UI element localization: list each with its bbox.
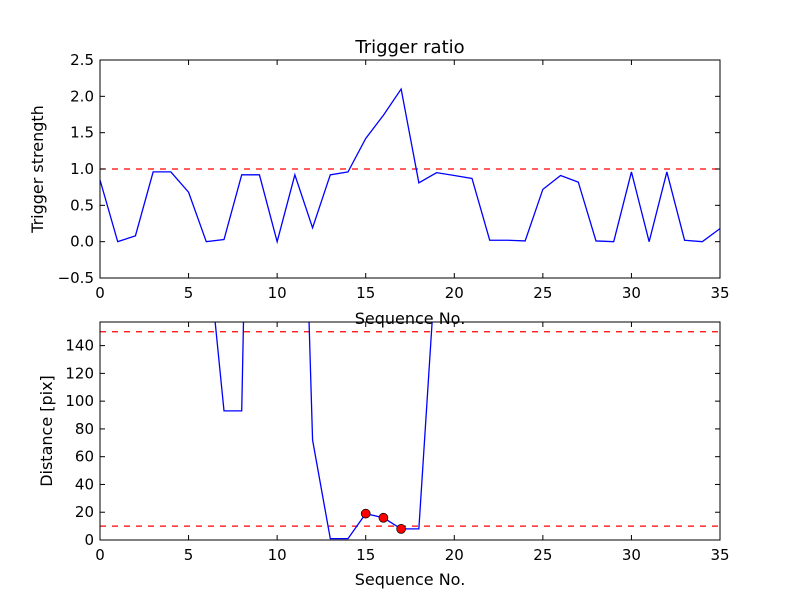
y-tick-label: 2.5 [70, 51, 94, 69]
axes-frame-1 [99, 321, 721, 541]
y-tick-label: 0.5 [70, 196, 94, 214]
series-line-trigger [100, 87, 720, 245]
chart-title: Trigger ratio [354, 37, 464, 58]
y-tick-label: 80 [75, 420, 94, 438]
y-tick-label: −0.5 [58, 269, 94, 287]
x-tick-label: 20 [445, 284, 464, 302]
plot-area-1 [100, 322, 720, 540]
x-tick-label: 5 [184, 284, 194, 302]
data-point-marker [378, 512, 389, 523]
y-tick-label: 0.0 [70, 233, 94, 251]
x-tick-label: 15 [356, 546, 375, 564]
x-tick-label: 5 [184, 546, 194, 564]
bottom-xlabel: Sequence No. [355, 570, 466, 589]
x-tick-label: 15 [356, 284, 375, 302]
x-tick-label: 35 [710, 546, 729, 564]
y-tick-label: 40 [75, 475, 94, 493]
x-tick-label: 35 [710, 284, 729, 302]
top-ylabel: Trigger strength [28, 105, 47, 234]
series-line-distance [214, 322, 433, 540]
y-tick-label: 20 [75, 503, 94, 521]
y-tick-label: 0 [84, 531, 94, 549]
axes-frame-0 [99, 59, 721, 279]
x-tick-label: 20 [445, 546, 464, 564]
data-point-marker [360, 508, 371, 519]
bottom-ylabel: Distance [pix] [37, 375, 56, 487]
y-tick-label: 120 [65, 364, 94, 382]
x-tick-label: 0 [95, 546, 105, 564]
top-xlabel: Sequence No. [355, 309, 466, 328]
y-tick-label: 1.0 [70, 160, 94, 178]
x-tick-label: 30 [622, 284, 641, 302]
data-point-marker [396, 524, 406, 534]
x-tick-label: 10 [268, 284, 287, 302]
y-tick-label: 60 [75, 448, 94, 466]
x-tick-label: 10 [268, 546, 287, 564]
x-tick-label: 30 [622, 546, 641, 564]
y-tick-label: 2.0 [70, 87, 94, 105]
y-tick-label: 100 [65, 392, 94, 410]
y-tick-label: 140 [65, 337, 94, 355]
plot-area-0 [100, 87, 720, 245]
x-tick-label: 25 [533, 284, 552, 302]
y-tick-label: 1.5 [70, 124, 94, 142]
x-tick-label: 25 [533, 546, 552, 564]
x-tick-label: 0 [95, 284, 105, 302]
